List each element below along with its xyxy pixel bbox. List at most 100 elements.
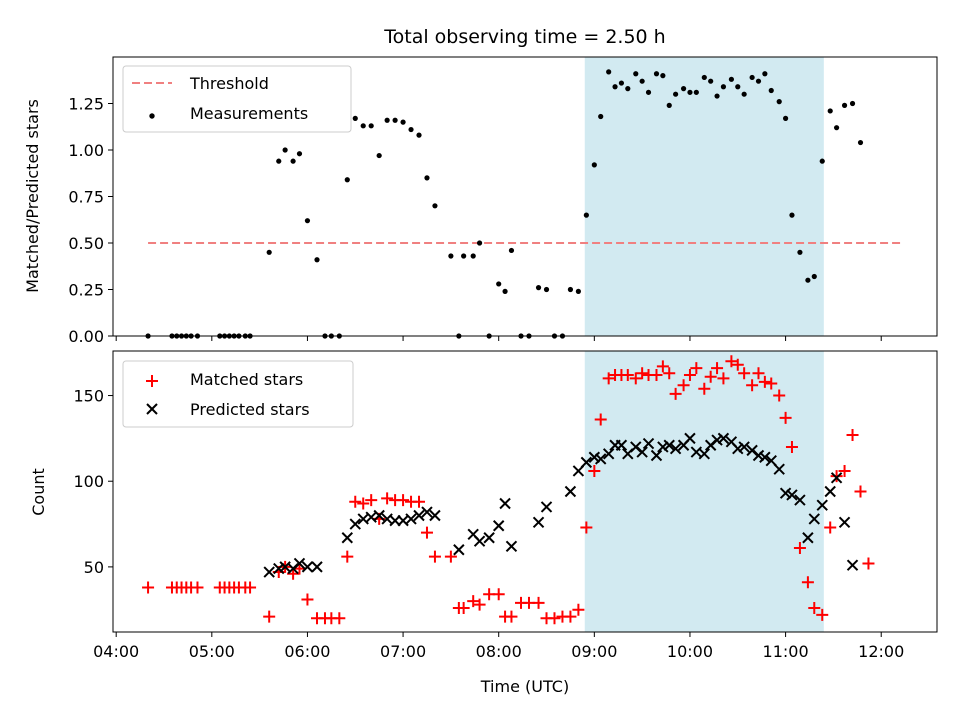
data-point-matched [621,368,634,381]
data-point [789,212,795,218]
data-point [666,102,672,108]
y-tick-label: 50 [84,558,104,577]
data-point [496,281,502,287]
data-point [400,119,406,125]
data-point-matched [758,375,771,388]
data-point-predicted [594,453,607,465]
data-point-predicted [311,561,323,573]
data-point [857,139,864,146]
data-point [368,123,374,129]
data-point-matched [333,612,346,625]
bottom-panel-legend: Matched stars Predicted stars [122,360,354,428]
data-point-predicted [540,501,553,513]
data-point-matched [467,595,480,608]
data-point [833,125,840,131]
y-tick-label: 100 [73,472,104,491]
data-point [598,113,604,120]
data-point-predicted [779,487,792,499]
data-point-matched [669,387,682,400]
data-point-predicted [786,489,798,501]
bottom-panel: 50 100 150 04:00 05:00 06:00 07:00 08:00 09:00 1… [29,350,938,696]
legend-box [122,360,354,428]
data-point [583,212,589,218]
data-point [827,108,833,114]
data-point-matched [824,521,837,534]
data-point [344,177,350,183]
data-point-matched [683,368,696,381]
data-point-matched [808,602,821,615]
data-point [618,80,625,86]
data-point [508,247,515,254]
data-point-matched [793,542,806,555]
data-point [470,253,476,259]
data-point [645,89,652,95]
data-point-matched [752,367,765,380]
data-point [708,78,714,84]
data-point-matched [349,495,362,508]
data-point-matched [704,370,717,383]
data-point-matched [580,521,593,534]
data-point-predicted [273,562,285,575]
data-point-predicted [657,441,669,453]
data-point [841,102,848,108]
legend-box [122,65,352,133]
data-point [762,71,768,77]
data-point [633,71,639,77]
x-tick-label: 06:00 [284,642,330,661]
data-point-matched [397,494,410,507]
data-point [755,78,762,84]
data-point-matched [738,367,751,380]
x-tick-label: 09:00 [571,642,617,661]
data-point-predicted [838,516,851,529]
data-point [811,273,817,280]
data-point-matched [690,362,703,375]
data-point-matched [602,372,615,385]
bottom-panel-y-axis-label: Count [29,468,48,516]
data-point-matched [816,608,829,621]
data-point-matched [830,470,843,483]
data-point [728,76,734,82]
data-point-predicted [429,509,441,522]
data-point [314,257,320,263]
top-panel: 0.00 0.25 0.50 0.75 1.00 1.25 Matched/Predict… [23,56,938,346]
data-point-matched [773,389,786,402]
data-point-predicted [580,456,593,469]
top-panel-y-axis-label: Matched/Predicted stars [23,99,42,293]
data-point-predicted [663,439,675,451]
data-point-matched [142,581,155,594]
data-point-matched [656,360,669,373]
data-point [448,253,454,259]
data-point-predicted [453,544,465,556]
y-tick-label: 1.00 [68,141,104,160]
observing-window-highlight [584,57,824,336]
data-point-predicted [588,451,601,463]
chart-title: Total observing time = 2.50 h [383,26,665,48]
data-point-predicted [717,432,730,445]
data-point [701,74,707,81]
data-point-predicted [405,513,417,525]
data-point [741,91,747,97]
data-point-predicted [846,559,859,571]
data-point-predicted [263,566,275,578]
data-point-predicted [816,499,828,511]
data-point [639,78,645,84]
legend-matched-label: Matched stars [190,370,303,389]
data-point [749,74,755,81]
data-point [653,71,660,77]
data-point [567,286,574,293]
data-point-predicted [759,451,771,463]
data-point-matched [862,557,875,570]
data-point-predicted [669,442,682,455]
x-tick-label: 10:00 [667,642,713,661]
data-point-predicted [698,448,711,460]
data-point-matched [244,581,257,594]
data-point-matched [711,362,724,375]
data-point [776,99,782,105]
data-point [376,152,382,159]
data-point-predicted [413,509,425,522]
data-point-matched [838,464,851,477]
legend-matched-swatch [146,375,158,387]
data-point-predicted [636,446,648,458]
x-tick-label: 12:00 [858,642,904,661]
